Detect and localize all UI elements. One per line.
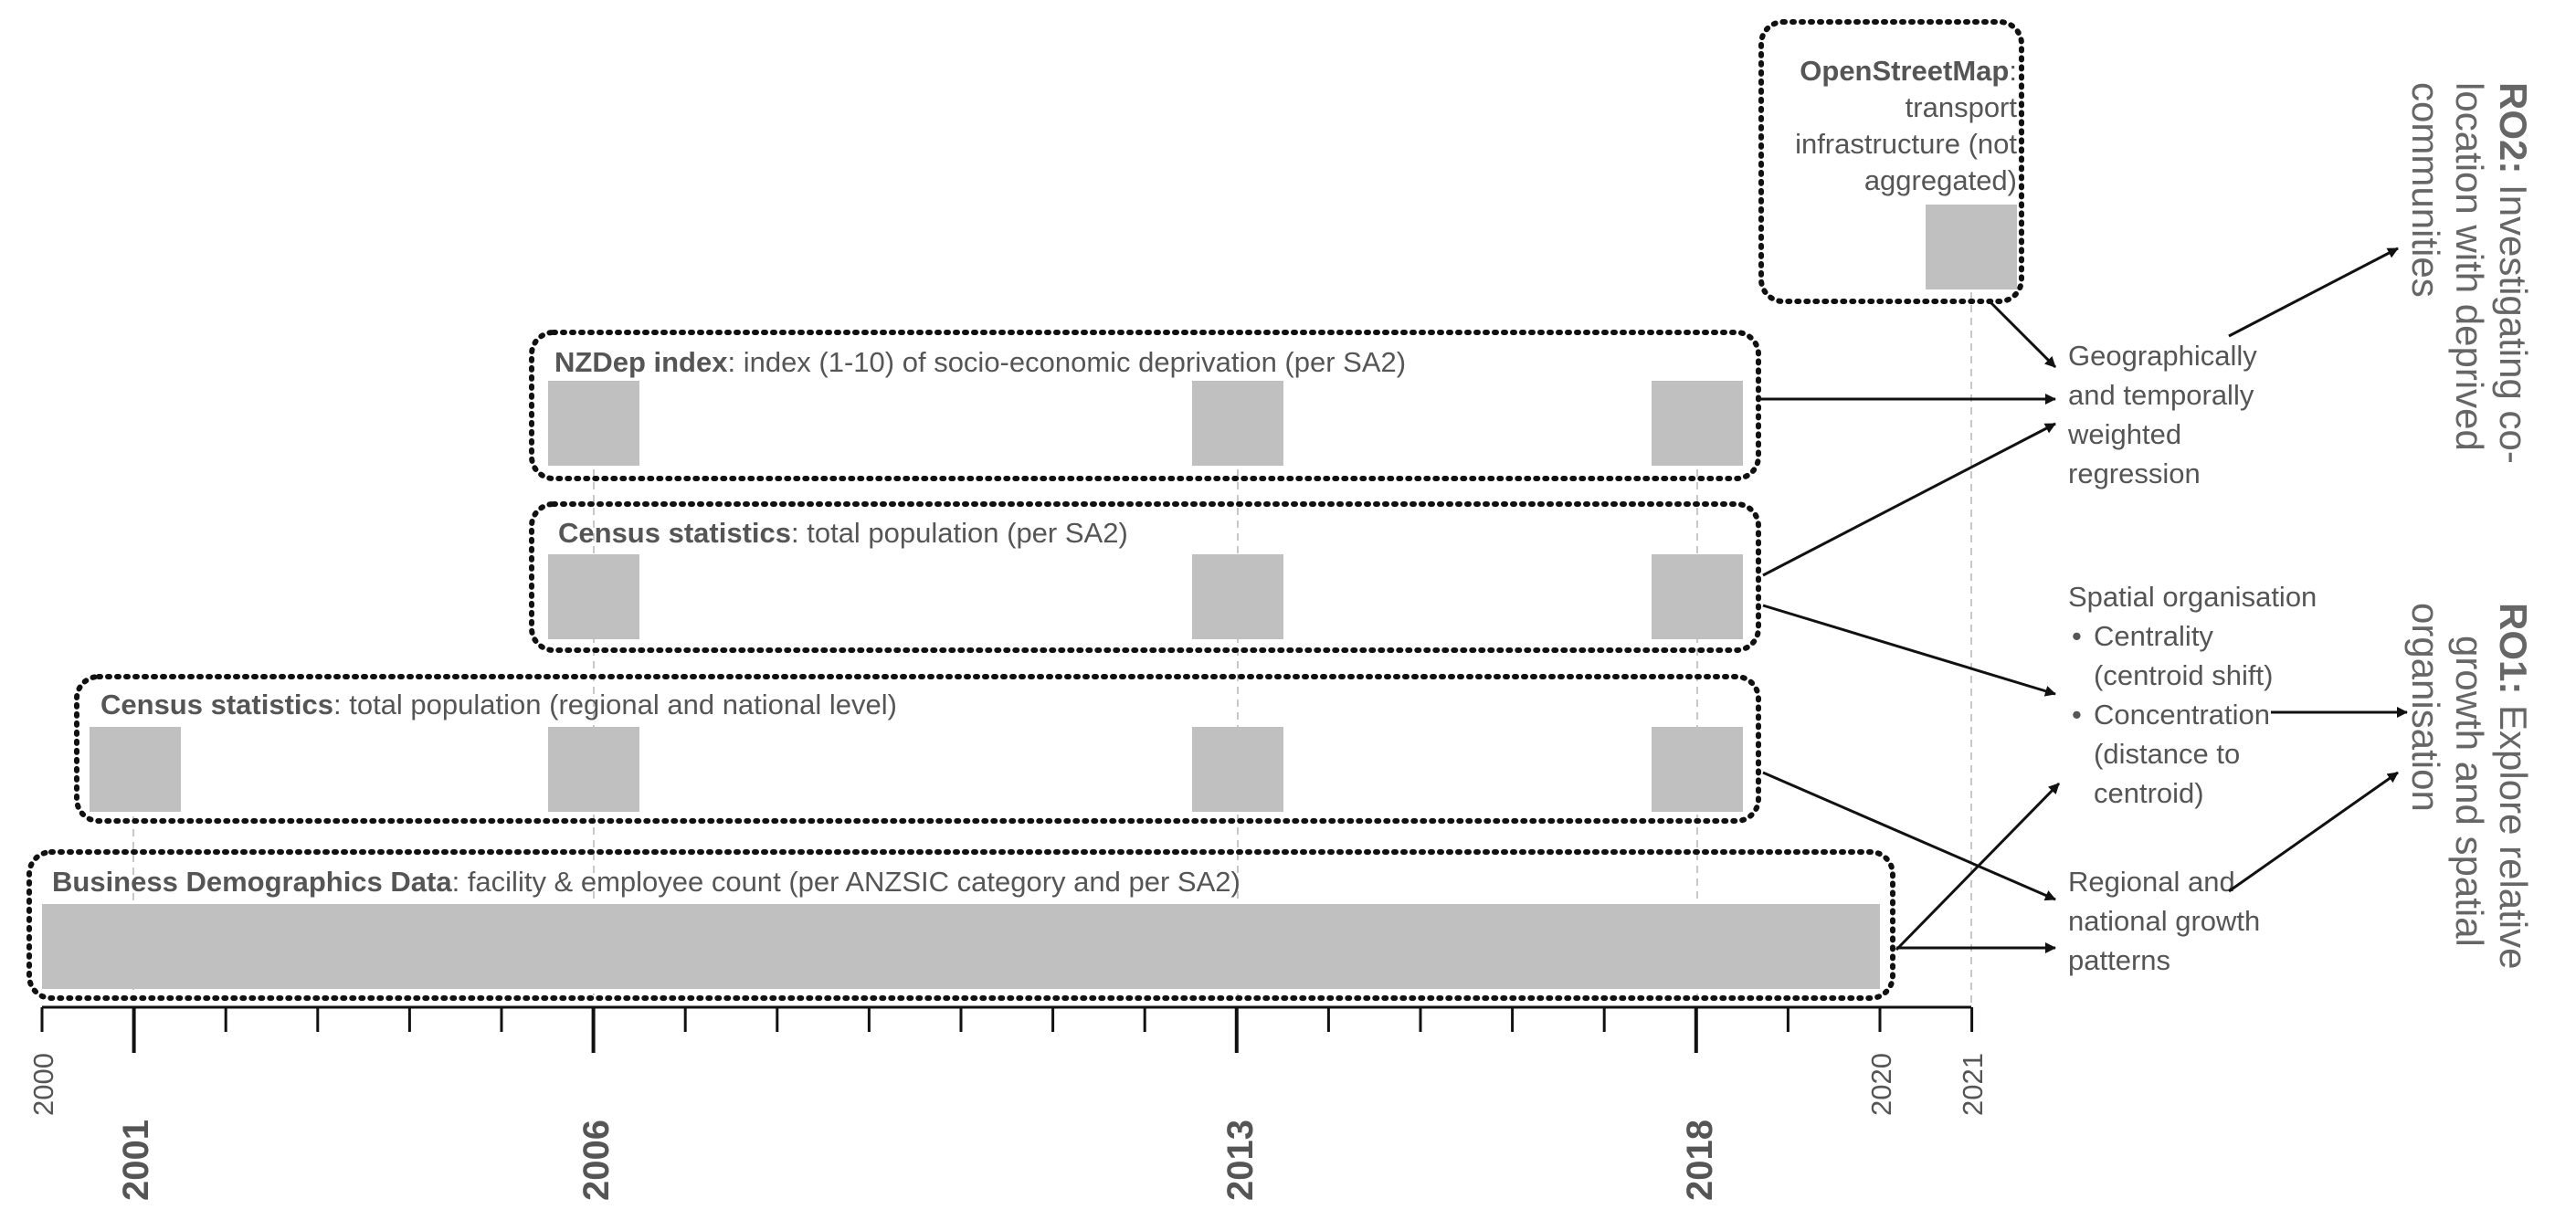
data-block-nzdep-2013 [1192, 381, 1283, 466]
arrow-census-sa2-to-gtwr [1762, 422, 2056, 577]
timeline-axis: 2000 2020 2021 2001 2006 2013 2018 [27, 1005, 1989, 1201]
openstreetmap-title: OpenStreetMap: [1800, 55, 2017, 87]
axis-label-2021: 2021 [1957, 1053, 1989, 1116]
data-block-census-regional-2006 [548, 727, 639, 812]
ro1-line-3: organisation [2404, 603, 2447, 812]
axis-label-2018: 2018 [1680, 1120, 1720, 1201]
ro1-line-1: RO1: Explore relative [2492, 603, 2535, 970]
arrow-growth-to-ro1 [2228, 771, 2399, 893]
gtwr-line-3: weighted [2067, 418, 2181, 450]
gtwr-line-2: and temporally [2068, 379, 2254, 411]
axis-label-2006: 2006 [576, 1120, 617, 1201]
nzdep-label: NZDep index: index (1-10) of socio-econo… [554, 346, 1406, 378]
spatial-bullet-2: • [2072, 699, 2082, 731]
business-demographics-label: Business Demographics Data: facility & e… [52, 866, 1240, 898]
source-census-sa2: Census statistics: total population (per… [529, 501, 1761, 653]
arrow-census-regional-to-growth [1762, 771, 2056, 901]
source-census-regional: Census statistics: total population (reg… [74, 674, 1761, 824]
gtwr-line-4: regression [2068, 458, 2201, 489]
research-objective-ro2: RO2: Investigating co- location with dep… [2404, 82, 2535, 464]
census-regional-label: Census statistics: total population (reg… [100, 689, 897, 720]
data-block-census-sa2-2006 [548, 554, 639, 639]
research-objective-ro1: RO1: Explore relative growth and spatial… [2404, 603, 2535, 970]
nzdep-box [529, 330, 1761, 481]
data-block-census-regional-2001 [90, 727, 181, 812]
openstreetmap-line-1: transport [1906, 91, 2018, 123]
spatial-item-2-line-1: Concentration [2094, 699, 2270, 731]
arrow-osm-to-gtwr [1988, 300, 2057, 369]
axis-label-2013: 2013 [1220, 1120, 1261, 1201]
openstreetmap-box [1758, 19, 2024, 304]
growth-line-2: national growth [2068, 905, 2260, 937]
arrow-business-to-spatial [1895, 782, 2061, 952]
census-sa2-label: Census statistics: total population (per… [558, 517, 1128, 549]
openstreetmap-line-2: infrastructure (not [1795, 128, 2017, 160]
flow-arrows [1761, 247, 2408, 953]
data-block-census-regional-2013 [1192, 727, 1283, 812]
arrow-gtwr-to-ro2 [2228, 247, 2399, 338]
ro2-line-1: RO2: Investigating co- [2492, 82, 2535, 464]
method-spatial-organisation: Spatial organisation • Centrality (centr… [2068, 581, 2317, 809]
source-openstreetmap: OpenStreetMap: transport infrastructure … [1758, 19, 2024, 304]
spatial-bullet-1: • [2072, 620, 2082, 652]
axis-label-2000: 2000 [27, 1053, 59, 1116]
arrow-census-sa2-to-spatial [1762, 604, 2056, 697]
data-block-business-2000-2020 [42, 904, 1880, 989]
ro2-line-2: location with deprived [2448, 82, 2491, 451]
census-regional-box [74, 674, 1761, 824]
data-block-census-regional-2018 [1652, 727, 1743, 812]
census-sa2-box [529, 501, 1761, 653]
growth-line-1: Regional and [2068, 866, 2235, 898]
ro2-line-3: communities [2404, 82, 2447, 298]
axis-ticks [40, 1007, 1974, 1053]
spatial-item-2-line-2: (distance to [2094, 738, 2240, 770]
spatial-item-2-line-3: centroid) [2094, 777, 2204, 809]
gtwr-line-1: Geographically [2068, 340, 2257, 372]
method-growth-patterns: Regional and national growth patterns [2068, 866, 2260, 976]
method-gtwr: Geographically and temporally weighted r… [2067, 340, 2257, 489]
openstreetmap-line-3: aggregated) [1864, 164, 2017, 196]
source-business-demographics: Business Demographics Data: facility & e… [26, 849, 1895, 1001]
data-block-census-sa2-2018 [1652, 554, 1743, 639]
spatial-item-1-line-2: (centroid shift) [2094, 659, 2273, 691]
data-block-nzdep-2018 [1652, 381, 1743, 466]
data-block-census-sa2-2013 [1192, 554, 1283, 639]
data-block-osm-2021 [1926, 205, 2017, 289]
spatial-item-1-line-1: Centrality [2094, 620, 2213, 652]
ro1-line-2: growth and spatial [2448, 636, 2491, 947]
growth-line-3: patterns [2068, 944, 2170, 976]
spatial-title: Spatial organisation [2068, 581, 2317, 613]
data-block-nzdep-2006 [548, 381, 639, 466]
source-nzdep-index: NZDep index: index (1-10) of socio-econo… [529, 330, 1761, 481]
axis-label-2001: 2001 [116, 1120, 156, 1201]
axis-label-2020: 2020 [1865, 1053, 1897, 1116]
business-demographics-box [26, 849, 1895, 1001]
